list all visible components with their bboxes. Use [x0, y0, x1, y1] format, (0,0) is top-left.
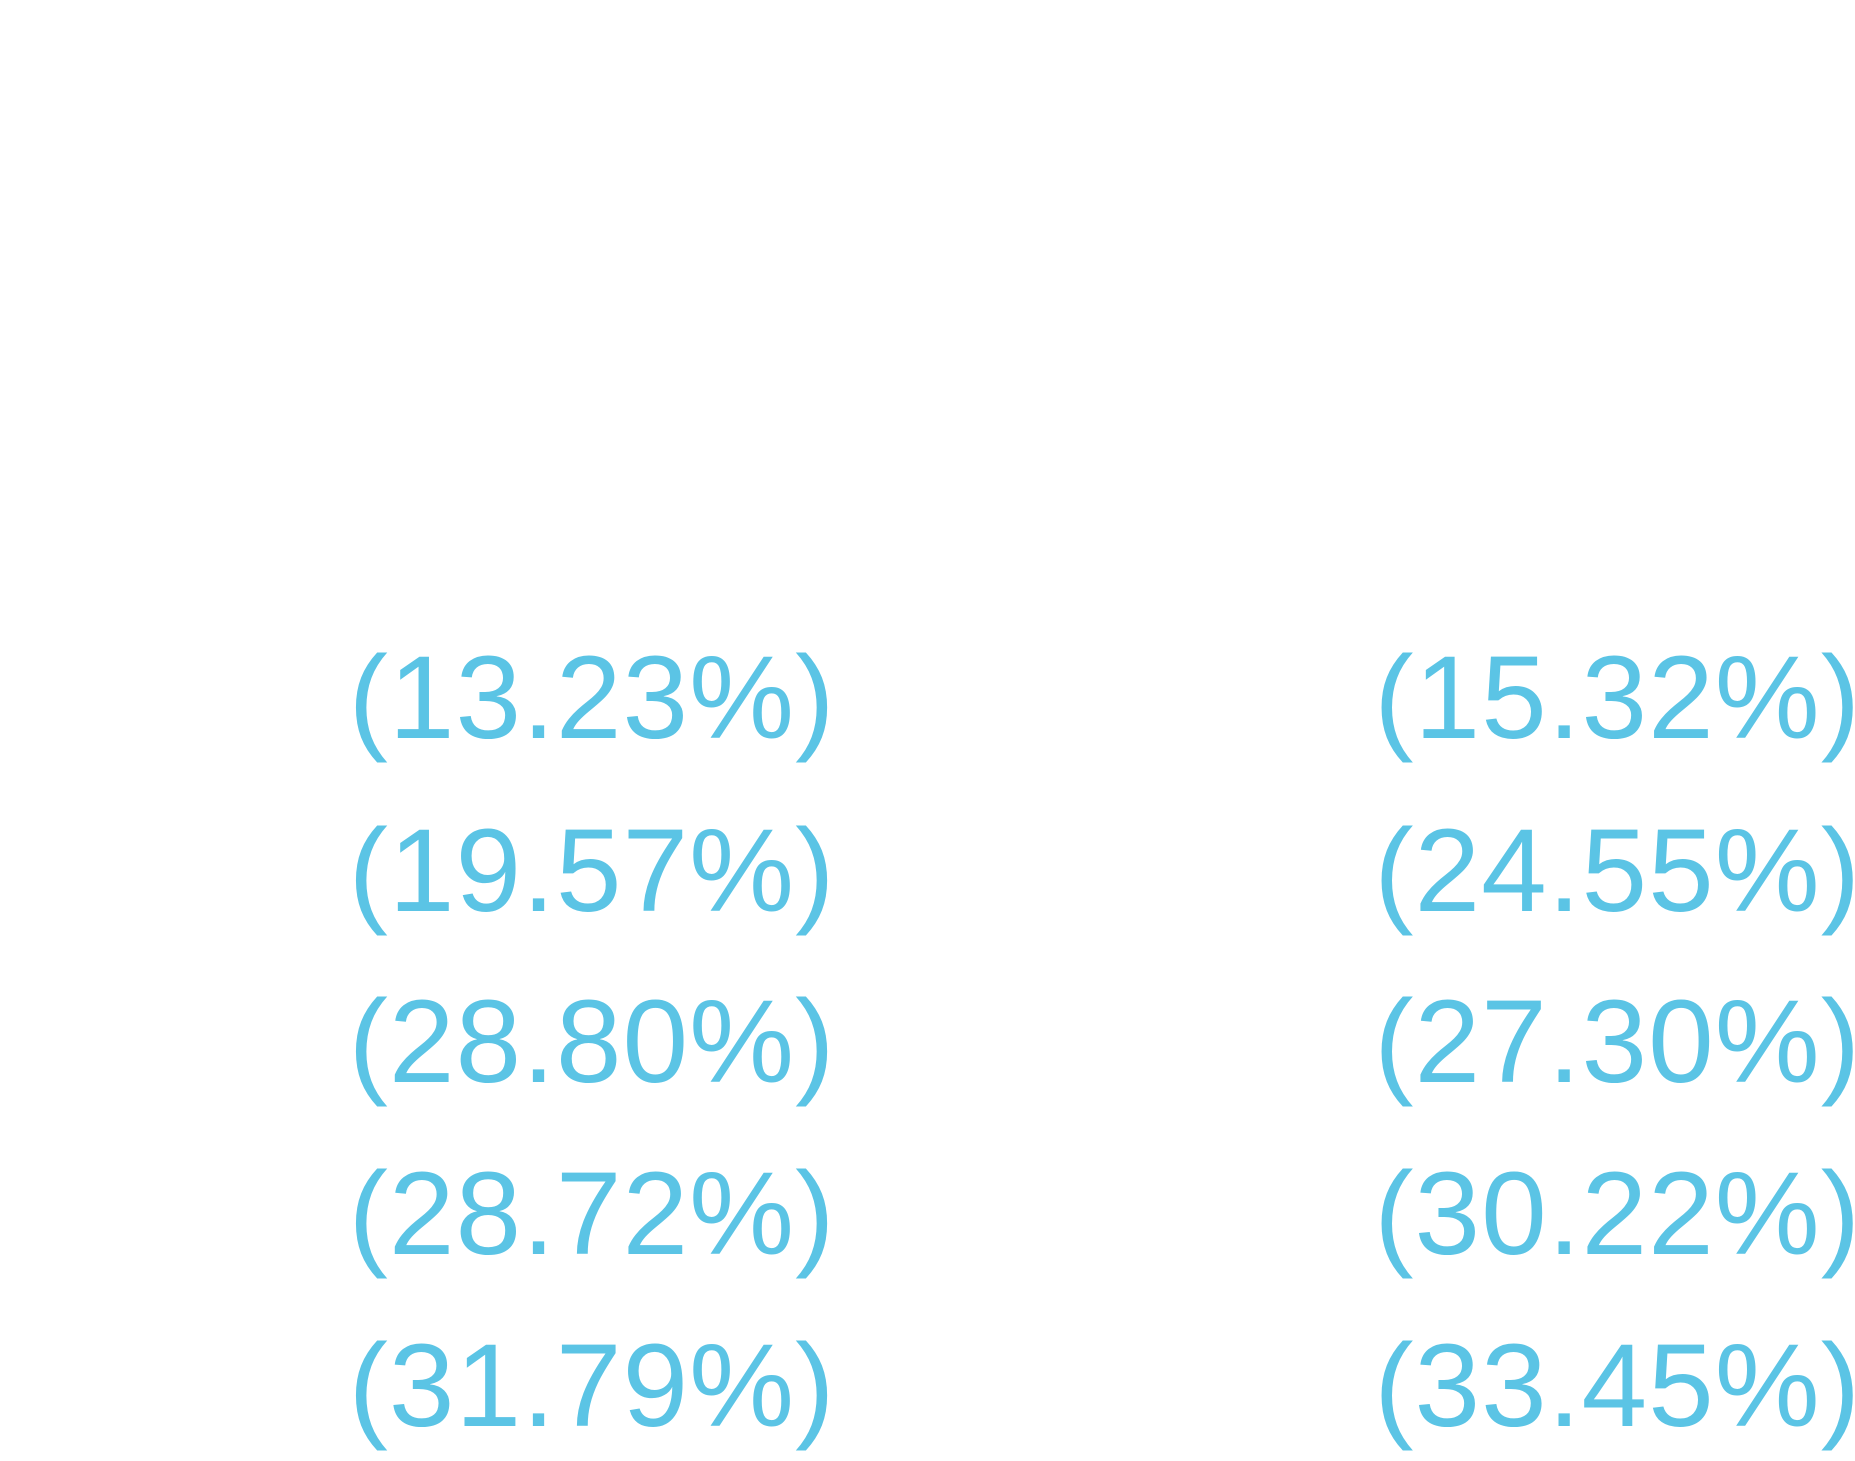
left-value: (13.23%) [348, 632, 836, 764]
left-value: (19.57%) [348, 805, 836, 937]
right-value: (33.45%) [1374, 1320, 1855, 1452]
right-value: (30.22%) [1374, 1148, 1855, 1280]
left-value: (28.72%) [348, 1148, 836, 1280]
left-value: (28.80%) [348, 976, 836, 1108]
right-value: (27.30%) [1374, 976, 1855, 1108]
left-value: (31.79%) [348, 1320, 836, 1452]
right-value: (24.55%) [1374, 805, 1855, 937]
right-value: (15.32%) [1374, 632, 1855, 764]
